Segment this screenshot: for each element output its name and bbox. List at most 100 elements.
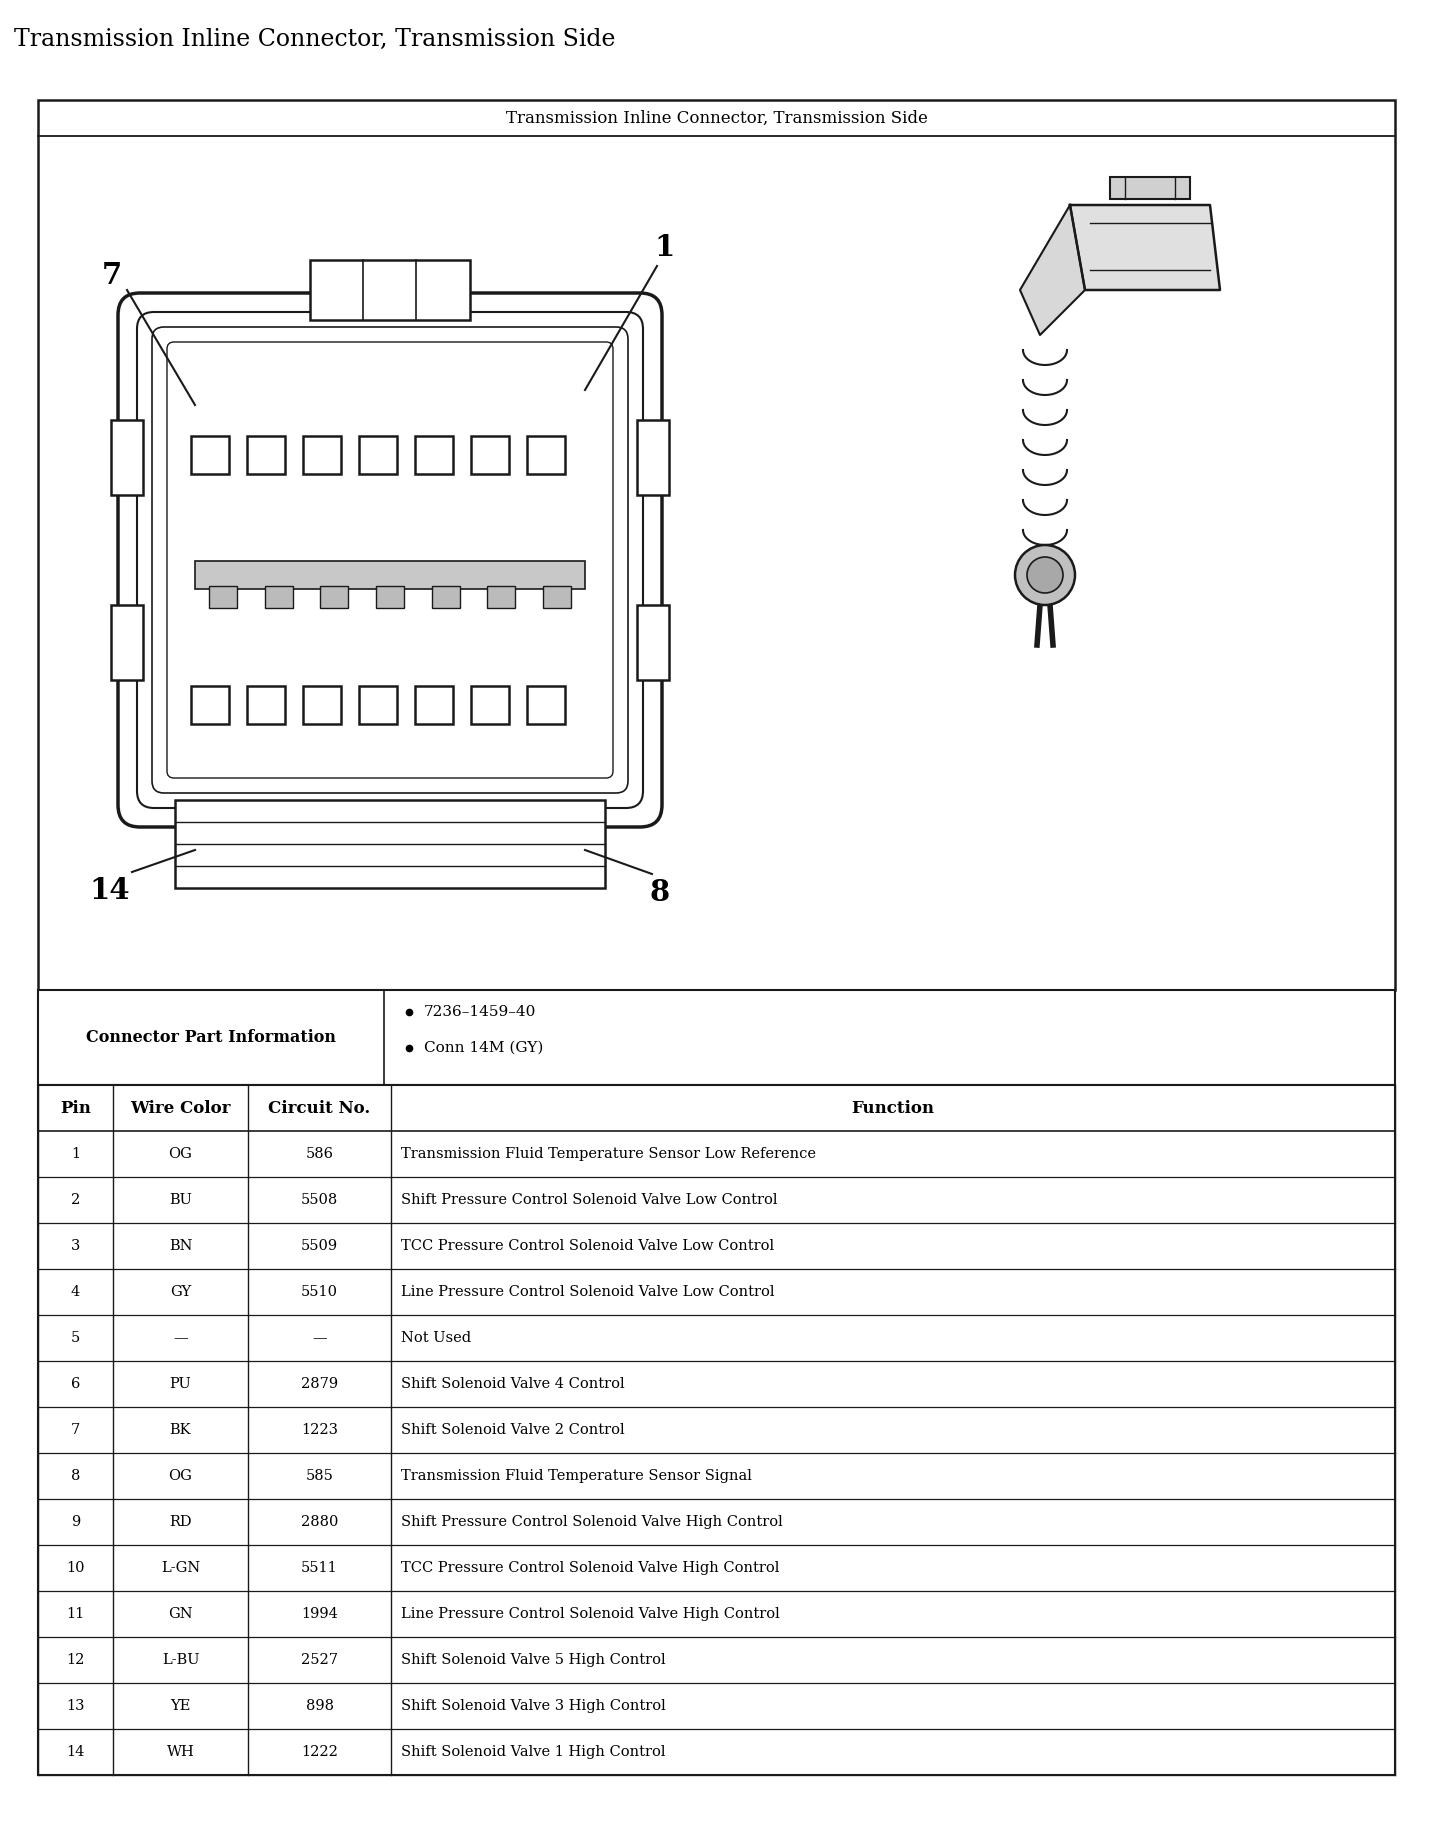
Bar bbox=[415, 437, 454, 473]
Text: 1994: 1994 bbox=[301, 1607, 338, 1620]
Text: Shift Solenoid Valve 1 High Control: Shift Solenoid Valve 1 High Control bbox=[401, 1745, 665, 1760]
Text: 7: 7 bbox=[70, 1422, 80, 1437]
Bar bbox=[311, 261, 469, 319]
Text: Transmission Inline Connector, Transmission Side: Transmission Inline Connector, Transmiss… bbox=[505, 110, 927, 127]
FancyBboxPatch shape bbox=[117, 294, 663, 828]
Polygon shape bbox=[1070, 206, 1221, 290]
Text: OG: OG bbox=[169, 1147, 192, 1162]
Text: L-GN: L-GN bbox=[160, 1562, 200, 1574]
Text: 14: 14 bbox=[66, 1745, 84, 1760]
Bar bbox=[190, 686, 229, 725]
Text: 1: 1 bbox=[70, 1147, 80, 1162]
Text: BK: BK bbox=[170, 1422, 192, 1437]
Bar bbox=[112, 606, 143, 681]
Bar bbox=[488, 585, 515, 607]
Bar bbox=[248, 686, 285, 725]
Bar bbox=[39, 991, 1395, 1084]
Text: 5510: 5510 bbox=[301, 1284, 338, 1299]
Text: Transmission Fluid Temperature Sensor Low Reference: Transmission Fluid Temperature Sensor Lo… bbox=[401, 1147, 816, 1162]
Text: Conn 14M (GY): Conn 14M (GY) bbox=[424, 1040, 544, 1055]
Bar bbox=[175, 800, 605, 888]
Bar bbox=[209, 585, 238, 607]
Text: 3: 3 bbox=[70, 1239, 80, 1253]
Text: 6: 6 bbox=[70, 1376, 80, 1391]
Text: OG: OG bbox=[169, 1470, 192, 1483]
Bar bbox=[359, 437, 396, 473]
Bar bbox=[637, 420, 670, 495]
Text: Shift Pressure Control Solenoid Valve Low Control: Shift Pressure Control Solenoid Valve Lo… bbox=[401, 1193, 777, 1207]
Text: Shift Solenoid Valve 4 Control: Shift Solenoid Valve 4 Control bbox=[401, 1376, 624, 1391]
Text: 1: 1 bbox=[655, 233, 675, 262]
Text: Connector Part Information: Connector Part Information bbox=[86, 1029, 336, 1046]
Text: Shift Pressure Control Solenoid Valve High Control: Shift Pressure Control Solenoid Valve Hi… bbox=[401, 1516, 783, 1529]
Bar bbox=[1110, 176, 1191, 198]
Text: BN: BN bbox=[169, 1239, 192, 1253]
Text: WH: WH bbox=[166, 1745, 195, 1760]
Text: 11: 11 bbox=[66, 1607, 84, 1620]
Bar bbox=[527, 437, 565, 473]
Text: 10: 10 bbox=[66, 1562, 84, 1574]
Text: Transmission Inline Connector, Transmission Side: Transmission Inline Connector, Transmiss… bbox=[14, 28, 615, 51]
Text: 13: 13 bbox=[66, 1699, 84, 1714]
Text: 586: 586 bbox=[306, 1147, 333, 1162]
Bar bbox=[527, 686, 565, 725]
Text: 5508: 5508 bbox=[301, 1193, 338, 1207]
Bar bbox=[303, 437, 341, 473]
Text: 1223: 1223 bbox=[301, 1422, 338, 1437]
Bar bbox=[39, 1084, 1395, 1774]
Bar bbox=[359, 686, 396, 725]
Text: 8: 8 bbox=[70, 1470, 80, 1483]
Bar bbox=[248, 437, 285, 473]
Circle shape bbox=[1015, 545, 1075, 606]
Circle shape bbox=[1027, 558, 1063, 593]
Bar bbox=[321, 585, 348, 607]
Text: TCC Pressure Control Solenoid Valve Low Control: TCC Pressure Control Solenoid Valve Low … bbox=[401, 1239, 774, 1253]
Text: Line Pressure Control Solenoid Valve Low Control: Line Pressure Control Solenoid Valve Low… bbox=[401, 1284, 774, 1299]
Polygon shape bbox=[1020, 206, 1085, 336]
Text: 2527: 2527 bbox=[301, 1653, 338, 1666]
Text: PU: PU bbox=[170, 1376, 192, 1391]
Bar bbox=[542, 585, 571, 607]
Bar bbox=[415, 686, 454, 725]
Bar bbox=[265, 585, 293, 607]
Text: Shift Solenoid Valve 3 High Control: Shift Solenoid Valve 3 High Control bbox=[401, 1699, 665, 1714]
Text: L-BU: L-BU bbox=[162, 1653, 199, 1666]
Text: 1222: 1222 bbox=[301, 1745, 338, 1760]
Text: Shift Solenoid Valve 5 High Control: Shift Solenoid Valve 5 High Control bbox=[401, 1653, 665, 1666]
Text: 12: 12 bbox=[66, 1653, 84, 1666]
Text: GY: GY bbox=[170, 1284, 192, 1299]
Text: 14: 14 bbox=[90, 875, 130, 905]
Text: 5: 5 bbox=[70, 1330, 80, 1345]
Bar bbox=[376, 585, 404, 607]
Bar bbox=[637, 606, 670, 681]
Text: TCC Pressure Control Solenoid Valve High Control: TCC Pressure Control Solenoid Valve High… bbox=[401, 1562, 780, 1574]
Text: RD: RD bbox=[169, 1516, 192, 1529]
Text: 585: 585 bbox=[306, 1470, 333, 1483]
Text: 2879: 2879 bbox=[301, 1376, 338, 1391]
Bar bbox=[471, 437, 509, 473]
Text: YE: YE bbox=[170, 1699, 190, 1714]
Text: 7236–1459–40: 7236–1459–40 bbox=[424, 1006, 537, 1018]
Bar bbox=[471, 686, 509, 725]
Text: Pin: Pin bbox=[60, 1099, 90, 1116]
Bar bbox=[303, 686, 341, 725]
Text: 4: 4 bbox=[70, 1284, 80, 1299]
Bar bbox=[432, 585, 459, 607]
Text: 2: 2 bbox=[70, 1193, 80, 1207]
Bar bbox=[39, 99, 1395, 991]
Text: 5509: 5509 bbox=[301, 1239, 338, 1253]
Text: Line Pressure Control Solenoid Valve High Control: Line Pressure Control Solenoid Valve Hig… bbox=[401, 1607, 780, 1620]
Text: GN: GN bbox=[169, 1607, 193, 1620]
Text: 8: 8 bbox=[650, 877, 670, 906]
Text: Function: Function bbox=[851, 1099, 934, 1116]
Text: Circuit No.: Circuit No. bbox=[269, 1099, 371, 1116]
Text: Shift Solenoid Valve 2 Control: Shift Solenoid Valve 2 Control bbox=[401, 1422, 624, 1437]
Text: —: — bbox=[173, 1330, 187, 1345]
Text: 7: 7 bbox=[102, 261, 122, 290]
Text: 9: 9 bbox=[70, 1516, 80, 1529]
Text: 5511: 5511 bbox=[301, 1562, 338, 1574]
Text: 2880: 2880 bbox=[301, 1516, 338, 1529]
Text: BU: BU bbox=[169, 1193, 192, 1207]
Text: 898: 898 bbox=[306, 1699, 333, 1714]
Bar bbox=[190, 437, 229, 473]
